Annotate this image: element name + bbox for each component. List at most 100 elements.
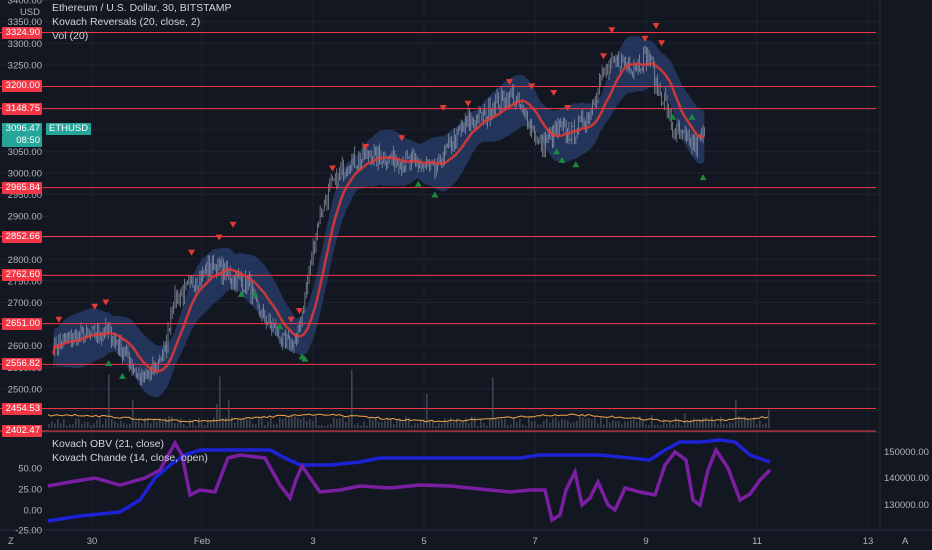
volume-bar xyxy=(465,417,467,428)
lower-pane-legend: Kovach OBV (21, close) Kovach Chande (14… xyxy=(52,437,208,465)
reversal-down-marker xyxy=(464,100,472,107)
volume-bar xyxy=(696,420,698,428)
volume-bar xyxy=(342,417,344,428)
indicator-chande-label[interactable]: Kovach Chande (14, close, open) xyxy=(52,452,208,464)
time-axis[interactable]: 30 Feb 3 5 7 9 11 13 xyxy=(87,536,874,547)
chande-line xyxy=(47,439,772,523)
volume-bar xyxy=(729,422,731,428)
volume-bar xyxy=(738,416,740,428)
reversal-up-marker xyxy=(669,113,677,120)
volume-bar xyxy=(537,424,539,428)
level-price-tag: 3200.00 xyxy=(2,80,42,93)
volume-bar xyxy=(495,417,497,428)
level-price-tag: 2651.00 xyxy=(2,317,42,330)
obv-axis[interactable]: 150000.00 140000.00 130000.00 xyxy=(884,447,929,511)
reversal-down-marker xyxy=(188,249,196,256)
volume-bar xyxy=(252,423,254,428)
volume-bar xyxy=(327,424,329,428)
volume-bar xyxy=(480,419,482,428)
volume-bar xyxy=(507,425,509,428)
volume-bar xyxy=(675,417,677,428)
volume-bar xyxy=(582,417,584,428)
level-price-tag: 2852.66 xyxy=(2,230,42,243)
reversal-markers xyxy=(55,22,707,379)
volume-bar xyxy=(180,417,182,428)
volume-bar xyxy=(57,419,59,428)
volume-bar xyxy=(297,417,299,428)
volume-bar xyxy=(165,418,167,428)
reversal-up-marker xyxy=(118,372,126,379)
volume-bar xyxy=(621,424,623,428)
reversal-up-marker xyxy=(237,290,245,297)
volume-bar xyxy=(150,423,152,428)
volume-bar xyxy=(744,416,746,428)
volume-bar xyxy=(651,415,653,428)
volume-bar xyxy=(768,409,770,428)
volume-bar xyxy=(159,417,161,428)
volume-bar xyxy=(132,400,134,428)
volume-bar xyxy=(96,420,98,428)
volume-bar xyxy=(144,417,146,428)
reversal-up-marker xyxy=(572,161,580,168)
volume-bar xyxy=(345,421,347,428)
volume-bar xyxy=(705,417,707,428)
price-axis-label: 3250.00 xyxy=(8,60,42,71)
volume-bar xyxy=(363,421,365,428)
volume-bar xyxy=(111,419,113,428)
volume-bar xyxy=(369,417,371,428)
volume-bar xyxy=(63,419,65,428)
volume-bar xyxy=(117,423,119,428)
auto-scale-button[interactable]: A xyxy=(902,536,909,547)
currency-label[interactable]: USD xyxy=(19,7,40,18)
volume-bar xyxy=(348,417,350,428)
level-price-tag: 2762.60 xyxy=(2,269,42,282)
volume-bar xyxy=(612,419,614,428)
volume-bar xyxy=(708,420,710,428)
volume-bar xyxy=(72,424,74,428)
reversal-up-marker xyxy=(276,323,284,330)
volume-bar xyxy=(471,416,473,428)
volume-bar xyxy=(285,417,287,428)
volume-bar xyxy=(366,425,368,428)
volume-bar xyxy=(711,416,713,428)
volume-bar xyxy=(141,423,143,428)
volume-bar xyxy=(147,418,149,428)
reversal-down-marker xyxy=(564,105,572,112)
volume-bar xyxy=(321,424,323,428)
reversal-down-marker xyxy=(362,143,370,150)
indicator-volume-label[interactable]: Vol (20) xyxy=(52,30,89,42)
volume-bar xyxy=(75,418,77,428)
volume-bar xyxy=(303,416,305,428)
volume-bar xyxy=(450,417,452,428)
volume-bar xyxy=(633,418,635,428)
symbol-title[interactable]: Ethereum / U.S. Dollar, 30, BITSTAMP xyxy=(52,2,232,14)
reversal-up-marker xyxy=(105,359,113,366)
volume-bar xyxy=(540,424,542,428)
volume-bar xyxy=(288,417,290,428)
volume-bar xyxy=(762,424,764,428)
volume-bar xyxy=(720,416,722,428)
volume-bar xyxy=(444,418,446,428)
reversal-up-marker xyxy=(301,355,309,362)
reversal-up-marker xyxy=(688,113,696,120)
volume-bar xyxy=(498,419,500,428)
volume-bar xyxy=(396,419,398,428)
reversal-down-marker xyxy=(398,135,406,142)
volume-bar xyxy=(129,423,131,428)
volume-bar xyxy=(570,423,572,428)
indicator-obv-label[interactable]: Kovach OBV (21, close) xyxy=(52,438,165,450)
indicator-reversals-label[interactable]: Kovach Reversals (20, close, 2) xyxy=(52,16,201,28)
reversal-down-marker xyxy=(102,299,110,306)
volume-bar xyxy=(210,420,212,428)
volume-bar xyxy=(741,418,743,428)
reversal-up-marker xyxy=(414,180,422,187)
volume-bar xyxy=(219,376,221,428)
volume-bar xyxy=(120,420,122,428)
volume-bar xyxy=(384,420,386,428)
timezone-button[interactable]: Z xyxy=(8,536,14,547)
reversal-down-marker xyxy=(55,316,63,323)
volume-bar xyxy=(648,425,650,428)
volume-bar xyxy=(330,423,332,428)
volume-bar xyxy=(234,422,236,428)
